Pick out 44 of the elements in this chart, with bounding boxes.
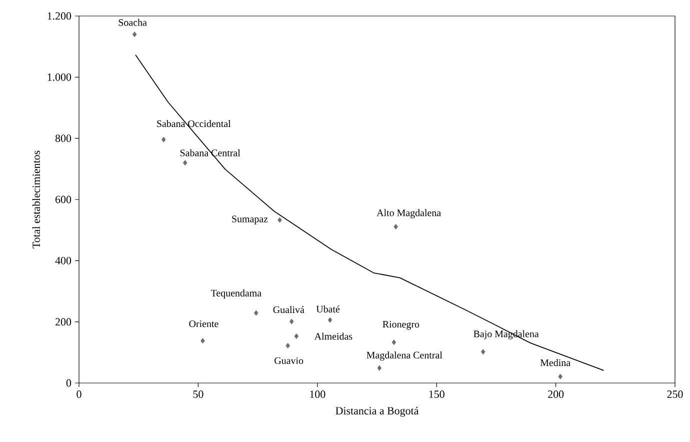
y-tick-label: 800 (55, 134, 72, 142)
annotation: Rionegro (382, 320, 420, 330)
y-tick-label: 1.200 (48, 12, 72, 20)
annotation: Magdalena Central (366, 351, 442, 361)
annotation: Soacha (118, 18, 147, 26)
y-tick-label: 0 (66, 379, 72, 387)
annotation: Sumapaz (232, 216, 268, 224)
point (294, 333, 299, 339)
annotation: Medina (540, 359, 570, 366)
point (392, 340, 396, 346)
annotation: Guavio (274, 357, 304, 364)
x-axis-title: Distancia a Bogotá (336, 406, 419, 417)
point (161, 136, 166, 142)
x-tick-label: 250 (667, 390, 683, 398)
x-tick-label: 200 (548, 390, 564, 398)
point (328, 317, 332, 323)
x-tick-label: 100 (310, 390, 326, 398)
point (132, 32, 137, 38)
annotation: Almeidas (314, 332, 352, 340)
point (200, 338, 205, 344)
y-tick-label: 400 (55, 256, 72, 264)
point (182, 160, 188, 166)
annotation: Sabana Central (180, 149, 240, 156)
annotation: Gualivá (273, 306, 304, 314)
y-tick-label: 600 (56, 196, 72, 204)
annotation: Tequendama (210, 289, 262, 298)
point (254, 310, 258, 316)
y-tick-label: 200 (56, 318, 72, 326)
point (286, 342, 290, 348)
line-series (135, 54, 604, 371)
annotation: Alto Magdalena (376, 209, 441, 218)
point (290, 318, 294, 324)
x-tick-label: 150 (429, 390, 444, 398)
point (558, 374, 562, 380)
y-tick-label: 1.000 (48, 73, 72, 81)
annotation: Oriente (189, 320, 218, 328)
x-tick-label: 0 (76, 390, 82, 398)
annotation: Ubaté (316, 305, 340, 313)
y-axis-title: Total establecimientos (32, 150, 40, 248)
point (377, 365, 382, 371)
x-tick-label: 50 (193, 390, 204, 398)
point (480, 349, 486, 355)
annotation: Sabana Occidental (157, 120, 231, 128)
point (278, 217, 282, 223)
